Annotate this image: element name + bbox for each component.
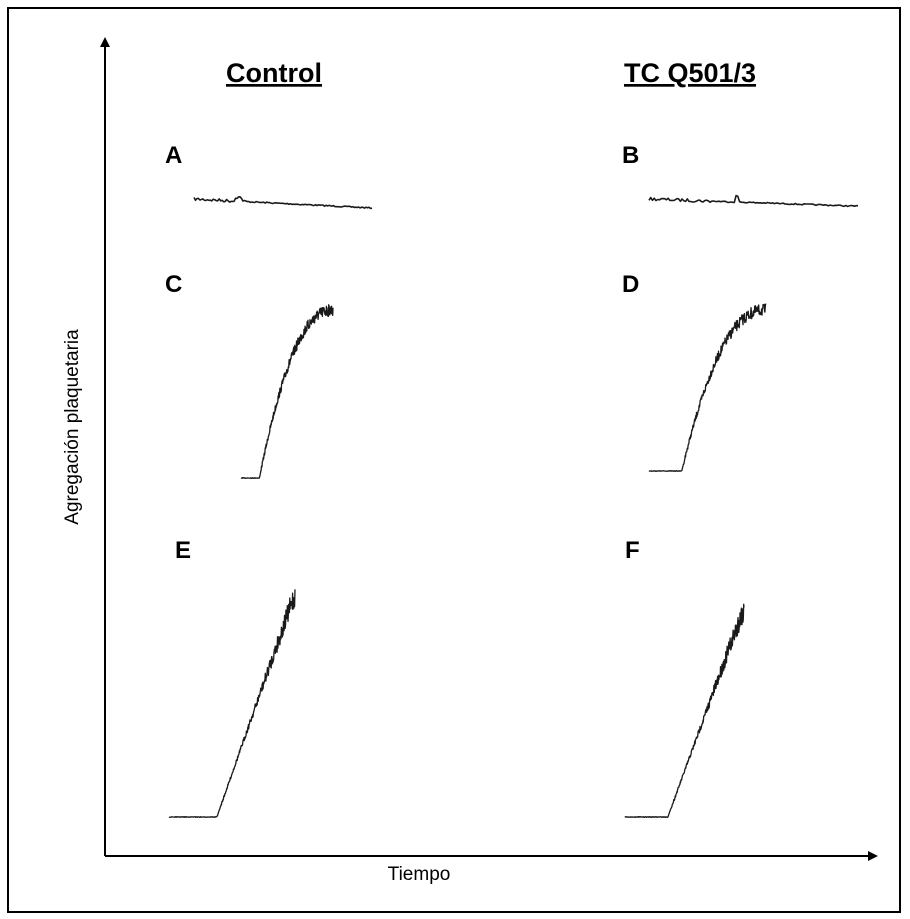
panel-label-f: F xyxy=(625,537,640,564)
panel-label-c: C xyxy=(165,271,182,298)
column-header-tc: TC Q501/3 xyxy=(624,58,756,88)
trace-f xyxy=(624,603,745,818)
trace-d xyxy=(648,303,767,472)
trace-c xyxy=(240,304,334,479)
panel-label-d: D xyxy=(622,271,639,298)
trace-layer xyxy=(168,194,858,818)
column-header-control: Control xyxy=(226,58,322,88)
trace-e xyxy=(168,589,296,818)
panel-label-b: B xyxy=(622,142,639,169)
panel-label-e: E xyxy=(175,537,191,564)
x-axis-label: Tiempo xyxy=(388,864,451,885)
panel-label-a: A xyxy=(165,142,182,169)
trace-a xyxy=(193,196,373,210)
y-axis-label: Agregación plaquetaria xyxy=(62,329,83,525)
trace-b xyxy=(648,194,858,208)
figure-frame xyxy=(7,7,901,913)
